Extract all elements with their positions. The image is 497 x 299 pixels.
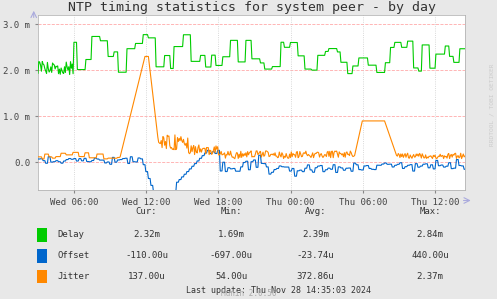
Text: 2.84m: 2.84m: [416, 230, 443, 239]
Text: Delay: Delay: [57, 230, 84, 239]
Text: Avg:: Avg:: [305, 207, 327, 216]
Text: 2.39m: 2.39m: [302, 230, 329, 239]
Text: 2.37m: 2.37m: [416, 272, 443, 281]
Text: 2.32m: 2.32m: [133, 230, 160, 239]
Text: 54.00u: 54.00u: [215, 272, 247, 281]
Text: Jitter: Jitter: [57, 272, 89, 281]
Text: 440.00u: 440.00u: [411, 251, 449, 260]
Text: RRDTOOL / TOBI OETIKER: RRDTOOL / TOBI OETIKER: [490, 63, 495, 146]
Text: Min:: Min:: [220, 207, 242, 216]
Text: -110.00u: -110.00u: [125, 251, 168, 260]
Text: Cur:: Cur:: [136, 207, 158, 216]
Text: Offset: Offset: [57, 251, 89, 260]
Text: Last update: Thu Nov 28 14:35:03 2024: Last update: Thu Nov 28 14:35:03 2024: [186, 286, 371, 295]
Text: 372.86u: 372.86u: [297, 272, 334, 281]
Text: -23.74u: -23.74u: [297, 251, 334, 260]
Text: -697.00u: -697.00u: [210, 251, 252, 260]
Text: 1.69m: 1.69m: [218, 230, 245, 239]
Text: Max:: Max:: [419, 207, 441, 216]
Text: 137.00u: 137.00u: [128, 272, 166, 281]
Title: NTP timing statistics for system peer - by day: NTP timing statistics for system peer - …: [68, 1, 435, 14]
Text: Munin 2.0.56: Munin 2.0.56: [221, 289, 276, 298]
